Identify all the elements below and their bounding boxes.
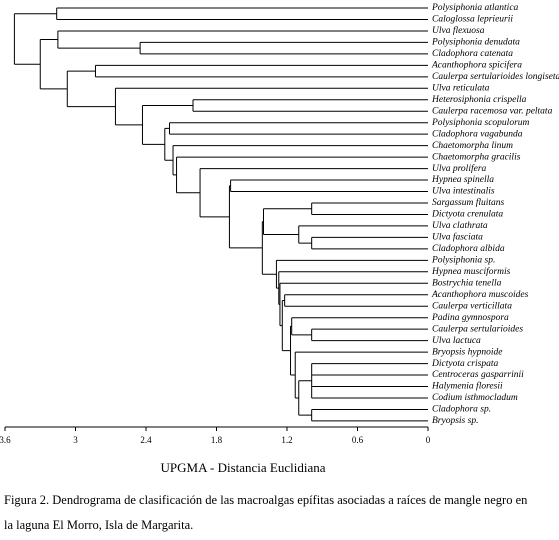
leaf-label: Cladophora vagabunda <box>432 129 523 139</box>
branch <box>228 185 263 249</box>
branch <box>298 380 312 416</box>
leaf-label: Ulva intestinalis <box>432 187 495 197</box>
branch <box>164 127 174 161</box>
leaf-label: Chaetomorpha linum <box>432 141 513 151</box>
leaf-label: Heterosiphonia crispella <box>431 95 527 105</box>
branch <box>39 39 68 90</box>
branch <box>311 328 428 342</box>
branch <box>284 294 428 307</box>
leaf-label: Polysiphonia denudata <box>431 38 520 48</box>
branch <box>56 7 428 20</box>
x-tick-label: 2.4 <box>140 435 152 445</box>
leaf-label: Cladophora catenata <box>432 49 513 59</box>
branch <box>139 41 428 55</box>
leaf-label: Ulva fasciata <box>432 232 483 243</box>
branch <box>141 104 193 145</box>
leaf-label: Ulva clathrata <box>432 221 488 231</box>
branch <box>57 30 428 49</box>
x-tick-label: 3.6 <box>0 435 11 445</box>
leaf-label: Polysiphonia scopulorum <box>431 118 530 128</box>
leaf-label: Bryopsis hypnoide <box>432 347 502 357</box>
leaf-label: Hypnea musciformis <box>431 266 511 277</box>
leaf-label: Ulva reticulata <box>432 83 490 93</box>
leaf-label: Dictyota crispata <box>431 359 498 369</box>
leaf-label: Caulerpa sertularioides <box>432 324 523 334</box>
leaf-label: Centroceras gasparrinii <box>432 370 524 380</box>
x-axis-title: UPGMA - Distancia Euclidiana <box>161 460 326 475</box>
branch <box>261 221 277 275</box>
branch <box>311 408 428 422</box>
leaf-label: Caulerpa sertularioides longiseta <box>432 72 559 82</box>
x-tick-label: 0 <box>426 435 431 445</box>
branch <box>298 225 428 244</box>
branch <box>172 145 428 176</box>
leaf-label: Dictyota crenulata <box>431 210 503 220</box>
branch <box>192 99 428 112</box>
leaf-label: Ulva lactuca <box>432 336 481 346</box>
branch <box>279 282 428 327</box>
branch <box>311 236 428 250</box>
leaf-label: Sargassum fluitans <box>432 197 505 208</box>
branch <box>275 259 428 289</box>
leaf-label: Bostrychia tenella <box>432 278 502 288</box>
branch <box>311 202 428 215</box>
leaf-label: Polysiphonia atlantica <box>431 3 519 13</box>
branch <box>278 271 428 305</box>
leaf-label: Ulva prolifera <box>432 163 487 174</box>
branch <box>114 87 428 126</box>
caption-line: la laguna El Morro, Isla de Margarita. <box>4 518 193 532</box>
leaf-label: Cladophora sp. <box>432 405 491 415</box>
branch <box>13 13 57 65</box>
leaf-label: Codium isthmocladum <box>432 393 518 403</box>
branch <box>311 363 428 399</box>
leaf-label: Chaetomorpha gracilis <box>432 152 521 162</box>
leaf-label: Halymenia floresii <box>431 381 503 392</box>
branch <box>281 299 291 352</box>
branch <box>199 168 428 218</box>
caption-line: Figura 2. Dendrograma de clasificación d… <box>4 493 528 507</box>
x-tick-label: 1.8 <box>211 435 223 445</box>
leaf-label: Acanthophora spicifera <box>431 60 522 71</box>
leaf-label: Padina gymnospora <box>431 313 509 323</box>
branch <box>169 122 428 135</box>
leaf-label: Caloglossa leprieurii <box>432 15 513 25</box>
branch <box>263 208 312 236</box>
leaf-label: Caulerpa verticillata <box>432 301 512 311</box>
branch <box>176 156 428 194</box>
x-tick-label: 1.2 <box>281 435 292 445</box>
x-tick-label: 3 <box>73 435 78 445</box>
branch <box>94 64 428 78</box>
leaf-label: Acanthophora muscoides <box>431 290 529 300</box>
leaf-label: Bryopsis sp. <box>432 416 478 426</box>
branch <box>230 179 428 193</box>
leaf-label: Ulva flexuosa <box>432 25 485 36</box>
leaf-label: Caulerpa racemosa var. peltata <box>432 106 553 116</box>
leaf-label: Hypnea spinella <box>431 175 494 185</box>
leaf-label: Cladophora albida <box>432 244 505 254</box>
leaf-label: Polysiphonia sp. <box>431 256 495 266</box>
x-tick-label: 0.6 <box>352 435 364 445</box>
